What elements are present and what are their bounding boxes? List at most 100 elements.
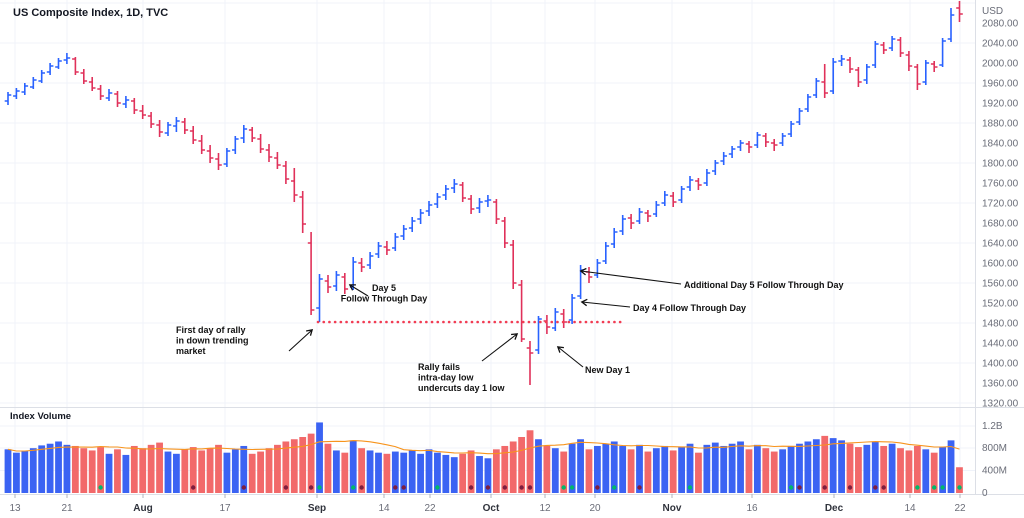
volume-bar (97, 447, 105, 493)
price-axis[interactable]: USD 2080.00 2040.00 2000.00 1960.00 1920.00 18… (982, 6, 1019, 499)
axis-label: 1960.00 (982, 79, 1019, 90)
price-bar (535, 316, 542, 354)
price-bar (147, 112, 155, 128)
volume-bar (602, 443, 610, 493)
green-dot-marker (612, 485, 617, 490)
volume-bars (4, 422, 963, 493)
price-bar (139, 105, 146, 119)
volume-bar (636, 444, 643, 493)
pane-borders (0, 0, 1024, 495)
price-bar (375, 242, 382, 258)
price-bar (754, 132, 761, 148)
axis-label: 17 (219, 503, 231, 514)
maroon-dot-marker (191, 485, 196, 490)
price-bar (467, 195, 475, 214)
annotation-new-day-1[interactable]: New Day 1 (556, 346, 630, 375)
annotation-day5-ftd[interactable]: Day 5 Follow Through Day (341, 283, 428, 304)
volume-bar (880, 445, 888, 493)
axis-label: 400M (982, 466, 1007, 477)
volume-bar (425, 449, 433, 493)
volume-bar (38, 445, 46, 493)
volume-bar (913, 445, 921, 493)
price-bar (189, 126, 197, 144)
volume-bar (215, 444, 222, 493)
price-bar (880, 42, 887, 54)
price-bar (720, 152, 727, 165)
price-bar (636, 208, 643, 224)
volume-bar (770, 451, 778, 493)
axis-label: Aug (133, 503, 152, 514)
green-dot-marker (940, 485, 945, 490)
price-bar (400, 225, 407, 240)
price-bar (358, 258, 365, 272)
price-bar (451, 179, 458, 193)
axis-label: 1800.00 (982, 159, 1019, 170)
volume-bar (518, 437, 526, 493)
annotation-additional-day5-ftd[interactable]: Additional Day 5 Follow Through Day (579, 267, 844, 290)
volume-bar (585, 449, 593, 493)
price-bar (855, 67, 862, 87)
volume-bar (265, 448, 273, 493)
volume-bar (130, 445, 138, 493)
price-bar (434, 193, 441, 208)
price-bar (88, 77, 96, 91)
volume-bar (358, 448, 366, 493)
volume-bar (703, 444, 711, 493)
price-bar (240, 125, 248, 143)
annotation-text: Additional Day 5 Follow Through Day (684, 280, 844, 290)
volume-bar (71, 445, 79, 493)
price-bar (459, 182, 466, 202)
annotation-day4-ftd[interactable]: Day 4 Follow Through Day (580, 298, 746, 313)
volume-bar (568, 443, 576, 493)
price-bar (291, 168, 298, 202)
volume-bar (156, 442, 163, 493)
annotation-rally-fails[interactable]: Rally fails intra-day low undercuts day 1 … (418, 333, 519, 393)
volume-bar (947, 440, 955, 493)
price-bar (619, 215, 626, 235)
volume-bar (930, 452, 938, 493)
annotation-first-day-of-rally[interactable]: First day of rally in down trending market (176, 325, 314, 356)
green-dot-marker (561, 485, 566, 490)
time-axis[interactable]: 13 21 Aug 17 Sep 14 22 Oct 12 20 Nov 16 Dec 14 22 (9, 494, 966, 514)
axis-label: 0 (982, 488, 988, 499)
volume-bar (114, 449, 121, 493)
volume-bar (644, 451, 652, 493)
volume-bar (4, 449, 12, 493)
volume-bar (762, 448, 770, 493)
price-bar (173, 117, 180, 132)
volume-bar (88, 450, 96, 493)
price-bar (762, 133, 770, 147)
volume-bar (400, 452, 408, 493)
volume-bar (812, 439, 820, 493)
axis-label: Dec (825, 503, 844, 514)
price-bar (181, 118, 189, 134)
maroon-dot-marker (797, 485, 802, 490)
volume-bar (577, 439, 584, 493)
volume-bar (366, 450, 374, 493)
volume-bar (181, 449, 189, 493)
volume-bar (21, 451, 29, 493)
axis-label: 20 (589, 503, 601, 514)
price-bar (829, 58, 837, 94)
volume-bar (551, 448, 559, 493)
volume-bar (46, 443, 54, 493)
volume-bar (316, 422, 323, 493)
volume-bar (476, 456, 483, 493)
price-bar (686, 176, 694, 191)
price-bar (888, 36, 896, 51)
volume-bar (290, 439, 298, 493)
green-dot-marker (932, 485, 937, 490)
price-bar (863, 64, 871, 84)
price-bar (661, 191, 669, 206)
price-pane-background[interactable] (0, 0, 975, 494)
price-bar (223, 148, 231, 167)
price-bar (4, 92, 12, 105)
green-dot-marker (569, 485, 575, 490)
price-bar (333, 271, 340, 291)
price-bar (509, 240, 517, 289)
price-bar (610, 228, 618, 248)
price-bar (872, 41, 879, 68)
price-bar (644, 210, 652, 222)
axis-label: 1.2B (982, 421, 1003, 432)
